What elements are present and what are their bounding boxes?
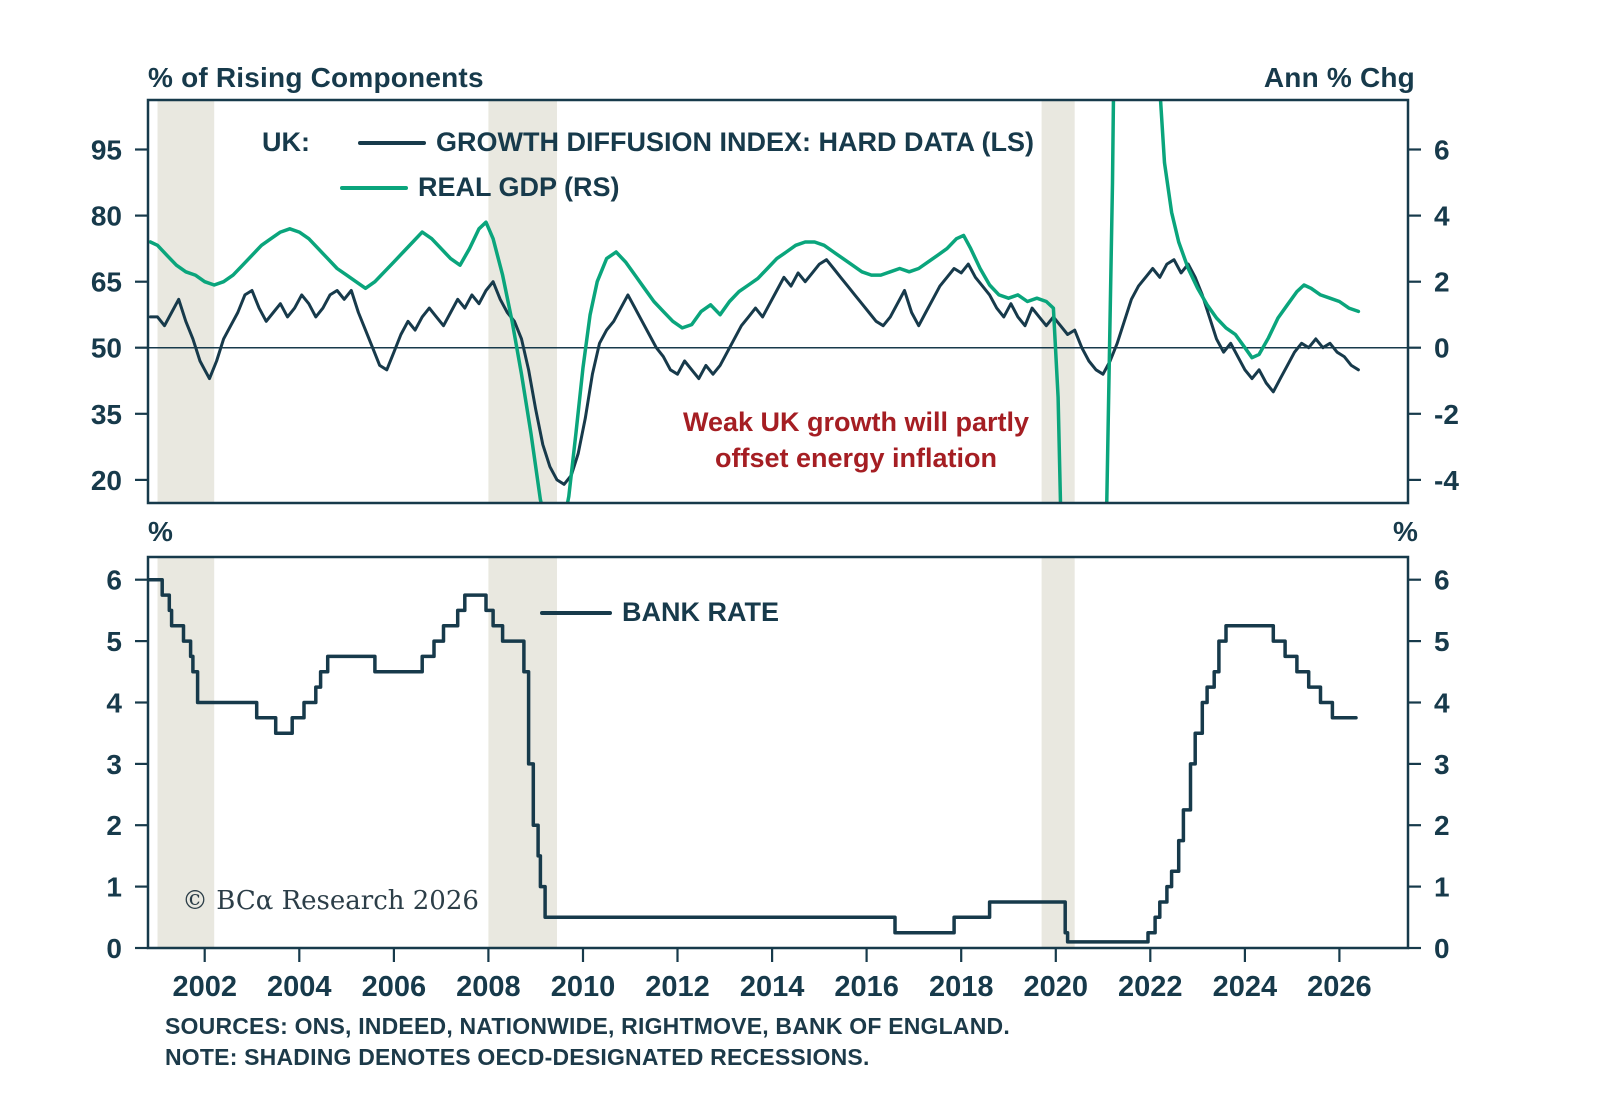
- bottom-legend-row: BANK RATE: [540, 597, 779, 628]
- percent-label-right: %: [1393, 516, 1418, 547]
- footer-sources: SOURCES: ONS, INDEED, NATIONWIDE, RIGHTM…: [165, 1013, 1010, 1039]
- x-tick-label: 2008: [456, 971, 521, 1003]
- percent-label-left: %: [148, 516, 173, 547]
- copyright-text: © BCα Research 2026: [182, 886, 479, 916]
- bank-rate-legend-line-icon: [540, 610, 612, 615]
- left-tick-label: 95: [91, 135, 122, 166]
- x-tick-label: 2026: [1307, 971, 1372, 1003]
- right-tick-label: -2: [1434, 399, 1459, 430]
- x-tick-label: 2012: [645, 971, 710, 1003]
- left-tick-label: 6: [106, 565, 122, 596]
- annotation-line-2: offset energy inflation: [714, 443, 998, 473]
- left-tick-label: 35: [91, 399, 122, 430]
- panel-frame: [146, 555, 1410, 950]
- footer-note: NOTE: SHADING DENOTES OECD-DESIGNATED RE…: [165, 1044, 870, 1070]
- left-tick-label: 5: [106, 626, 122, 657]
- recession-band: [157, 557, 215, 948]
- right-tick-label: 2: [1434, 267, 1450, 298]
- recession-band: [488, 557, 557, 948]
- annotation-line-1: Weak UK growth will partly: [682, 407, 1030, 437]
- right-tick-label: 5: [1434, 626, 1450, 657]
- series-line-real-gdp-rs: [148, 100, 1361, 503]
- series-line-bank-rate: [148, 577, 1358, 944]
- right-tick-label: 2: [1434, 810, 1450, 841]
- recession-band: [488, 100, 557, 503]
- gdp-legend-label: REAL GDP (RS): [418, 172, 620, 202]
- right-tick-label: 6: [1434, 135, 1450, 166]
- left-tick-label: 50: [91, 333, 122, 364]
- series-line-growth-diffusion-index-hard-data-ls: [148, 258, 1360, 486]
- bottom-panel: 0 1 2 3 4 5 6 0 1 2 3 4 5 6 2002 2004 2006 2008 2010 2012 20…: [106, 555, 1450, 1003]
- left-tick-label: 3: [106, 749, 122, 780]
- x-tick-label: 2024: [1213, 971, 1278, 1003]
- x-tick-label: 2016: [834, 971, 899, 1003]
- right-tick-label: 6: [1434, 565, 1450, 596]
- right-axis-title: Ann % Chg: [1263, 62, 1415, 93]
- footer: SOURCES: ONS, INDEED, NATIONWIDE, RIGHTM…: [165, 1011, 1010, 1073]
- right-tick-label: 4: [1434, 688, 1450, 719]
- annotation-text: Weak UK growth will partly offset energy…: [683, 404, 1029, 476]
- right-tick-label: 0: [1434, 333, 1450, 364]
- left-tick-label: 2: [106, 810, 122, 841]
- gdp-legend-line-icon: [340, 185, 408, 190]
- right-tick-label: 3: [1434, 749, 1450, 780]
- diffusion-legend-line-icon: [358, 140, 426, 145]
- x-tick-label: 2022: [1118, 971, 1183, 1003]
- x-tick-label: 2006: [362, 971, 427, 1003]
- left-tick-label: 20: [91, 465, 122, 496]
- x-tick-label: 2018: [929, 971, 994, 1003]
- top-legend-row-1: UK: GROWTH DIFFUSION INDEX: HARD DATA (L…: [262, 127, 1034, 158]
- right-tick-label: 4: [1434, 201, 1450, 232]
- x-tick-label: 2020: [1024, 971, 1089, 1003]
- right-tick-label: 1: [1434, 872, 1450, 903]
- left-tick-label: 80: [91, 201, 122, 232]
- recession-band: [1041, 557, 1075, 948]
- recession-band: [157, 100, 215, 503]
- legend-uk-prefix: UK:: [262, 127, 310, 157]
- x-tick-label: 2010: [551, 971, 616, 1003]
- left-tick-label: 65: [91, 267, 122, 298]
- left-tick-label: 1: [106, 872, 122, 903]
- right-tick-label: -4: [1434, 465, 1459, 496]
- x-tick-label: 2014: [740, 971, 805, 1003]
- x-tick-label: 2002: [172, 971, 237, 1003]
- diffusion-legend-label: GROWTH DIFFUSION INDEX: HARD DATA (LS): [436, 127, 1034, 157]
- right-tick-label: 0: [1434, 933, 1450, 964]
- left-tick-label: 0: [106, 933, 122, 964]
- bank-rate-legend-label: BANK RATE: [622, 597, 779, 627]
- panel-frame: [146, 98, 1410, 505]
- left-tick-label: 4: [106, 688, 122, 719]
- left-axis-title: % of Rising Components: [148, 62, 484, 93]
- top-legend-row-2: REAL GDP (RS): [340, 172, 620, 203]
- x-tick-label: 2004: [267, 971, 332, 1003]
